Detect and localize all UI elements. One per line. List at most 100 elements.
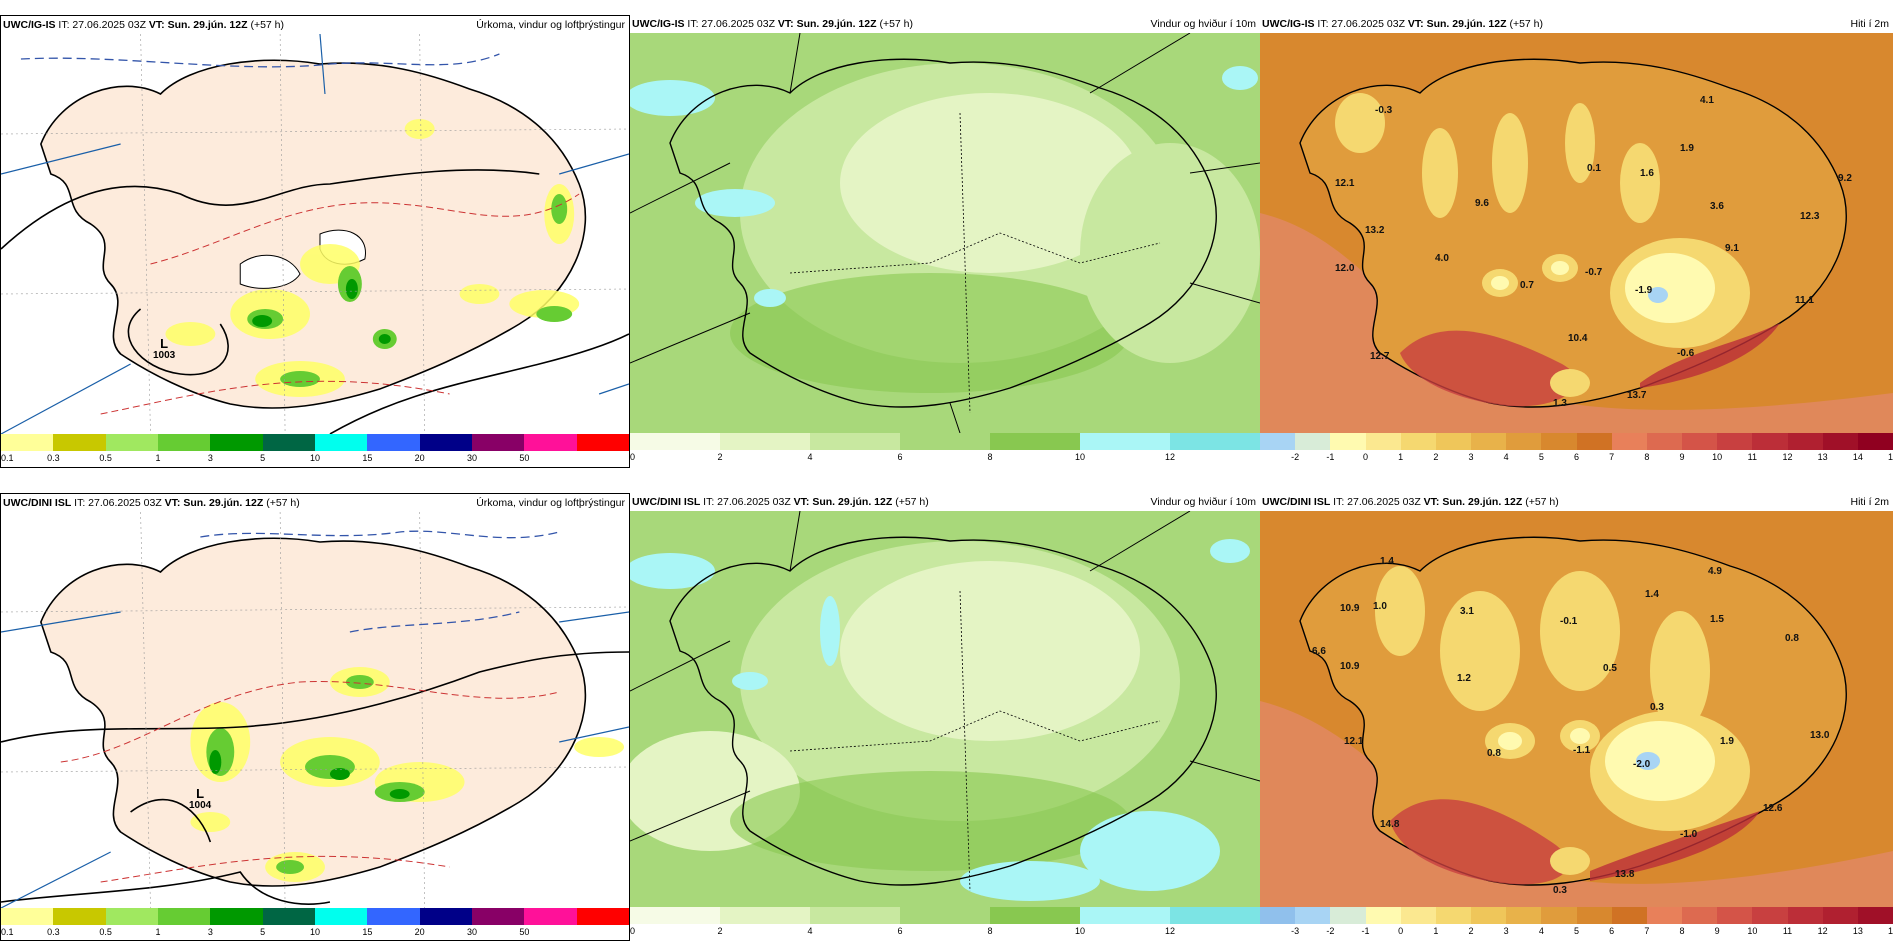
temp-map[interactable]: [1260, 33, 1893, 433]
colorbar-tick-label: 0.1: [1, 927, 14, 937]
wind-colorbar: [630, 907, 1260, 924]
temperature-value-label: 1.5: [1710, 614, 1724, 625]
colorbar-tick-label: 12: [1164, 926, 1176, 936]
colorbar-swatch: [1611, 433, 1647, 450]
colorbar-swatch: [1682, 907, 1718, 924]
colorbar-tick-label: 8: [987, 926, 993, 936]
colorbar-swatch: [576, 434, 629, 451]
init-time: IT: 27.06.2025 03Z: [687, 18, 775, 30]
colorbar-swatch: [262, 434, 315, 451]
colorbar-swatch: [1822, 433, 1858, 450]
valid-time: Sun. 29.jún. 12Z: [1442, 496, 1523, 508]
temperature-value-label: -0.1: [1560, 616, 1578, 627]
colorbar-swatch: [1, 434, 54, 451]
precip-colorbar-ticks: 0.1 0.3 0.5 1 3 5 10 15 20 30 50: [1, 925, 629, 939]
colorbar-swatch: [1752, 433, 1788, 450]
colorbar-swatch: [157, 908, 211, 925]
init-time: IT: 27.06.2025 03Z: [58, 19, 146, 31]
temperature-value-label: 4.9: [1708, 566, 1722, 577]
colorbar-tick-label: 11: [1747, 452, 1757, 462]
colorbar-tick-label: 15: [362, 453, 373, 463]
temperature-value-label: 12.7: [1370, 351, 1390, 362]
colorbar-swatch: [1330, 907, 1366, 924]
colorbar-swatch: [1365, 433, 1401, 450]
colorbar-tick-label: 5: [1538, 452, 1544, 462]
temperature-value-label: 1.4: [1380, 556, 1394, 567]
colorbar-swatch: [1822, 907, 1858, 924]
temperature-value-label: 3.6: [1710, 201, 1724, 212]
precip-map-svg: [1, 512, 629, 908]
precip-map[interactable]: [1, 512, 629, 908]
wind-panel-dini: UWC/DINI ISL IT: 27.06.2025 03Z VT: Sun.…: [630, 493, 1260, 941]
temperature-value-label: -0.6: [1677, 348, 1695, 359]
colorbar-swatch: [471, 434, 525, 451]
colorbar-swatch: [367, 908, 420, 925]
wind-map[interactable]: [630, 511, 1260, 907]
colorbar-tick-label: 0.3: [47, 453, 60, 463]
colorbar-tick-label: 14: [1852, 452, 1863, 462]
colorbar-tick-label: 0: [630, 452, 636, 462]
temperature-value-label: 13.2: [1365, 225, 1385, 236]
model-name: UWC/IG-IS: [3, 19, 56, 31]
wind-colorbar-ticks: 0 2 4 6 8 10 12: [630, 450, 1260, 464]
panel-title: Hiti í 2m: [1850, 496, 1889, 508]
colorbar-swatch: [1400, 907, 1436, 924]
colorbar-tick-label: 6: [1609, 926, 1615, 936]
colorbar-tick-label: 10: [1747, 926, 1758, 936]
temperature-value-label: 1.9: [1680, 143, 1694, 154]
panel-header: UWC/IG-IS IT: 27.06.2025 03Z VT: Sun. 29…: [630, 15, 1260, 33]
colorbar-tick-label: 13: [1852, 926, 1863, 936]
colorbar-tick-label: 10: [309, 927, 321, 937]
colorbar-swatch: [1682, 433, 1718, 450]
colorbar-tick-label: 20: [414, 927, 425, 937]
colorbar-swatch: [1576, 433, 1612, 450]
model-name: UWC/DINI ISL: [1262, 496, 1331, 508]
init-time: IT: 27.06.2025 03Z: [1317, 18, 1405, 30]
colorbar-tick-label: -1: [1326, 452, 1335, 462]
colorbar-swatch: [1260, 907, 1296, 924]
lead-time: (+57 h): [250, 19, 285, 31]
valid-time: Sun. 29.jún. 12Z: [812, 496, 893, 508]
temperature-value-label: 14.8: [1380, 819, 1400, 830]
colorbar-swatch: [1576, 907, 1612, 924]
colorbar-swatch: [1506, 907, 1542, 924]
colorbar-tick-label: 5: [260, 453, 266, 463]
temperature-value-label: 12.1: [1344, 736, 1364, 747]
colorbar-tick-label: 3: [207, 927, 213, 937]
valid-time: Sun. 29.jún. 12Z: [183, 497, 264, 509]
init-time: IT: 27.06.2025 03Z: [703, 496, 791, 508]
temperature-value-label: 0.5: [1603, 663, 1617, 674]
model-name: UWC/IG-IS: [1262, 18, 1315, 30]
panel-title: Vindur og hviður í 10m: [1150, 496, 1256, 508]
colorbar-tick-label: 11: [1782, 926, 1793, 936]
colorbar-swatch: [210, 434, 263, 451]
panel-header: UWC/DINI ISL IT: 27.06.2025 03Z VT: Sun.…: [1, 494, 629, 512]
colorbar-swatch: [314, 908, 368, 925]
precip-map[interactable]: [1, 34, 629, 434]
colorbar-swatch: [1506, 433, 1542, 450]
lead-time: (+57 h): [1509, 18, 1544, 30]
wind-map[interactable]: [630, 33, 1260, 433]
temperature-value-label: 1.4: [1645, 589, 1659, 600]
colorbar-tick-label: 3: [1468, 452, 1474, 462]
temperature-value-label: 10.4: [1568, 333, 1588, 344]
colorbar-tick-label: 0: [1398, 926, 1404, 936]
panel-title: Vindur og hviður í 10m: [1150, 18, 1256, 30]
temperature-value-label: -1.1: [1573, 745, 1591, 756]
colorbar-swatch: [1080, 433, 1170, 450]
colorbar-tick-label: 2: [1468, 926, 1474, 936]
low-pressure-value: 1003: [153, 350, 176, 361]
temperature-value-label: 12.0: [1335, 263, 1355, 274]
colorbar-tick-label: 15: [362, 927, 373, 937]
colorbar-tick-label: 1: [1433, 926, 1439, 936]
colorbar-swatch: [990, 433, 1080, 450]
colorbar-tick-label: 0: [630, 926, 636, 936]
colorbar-swatch: [1295, 907, 1331, 924]
temperature-value-label: 0.8: [1785, 633, 1799, 644]
temp-colorbar-ticks: -2-1012345678910111213141516: [1260, 450, 1893, 464]
colorbar-tick-label: 6: [897, 926, 903, 936]
colorbar-tick-label: 8: [1679, 926, 1685, 936]
temp-colorbar: [1260, 907, 1893, 924]
temp-map[interactable]: [1260, 511, 1893, 907]
colorbar-swatch: [524, 908, 577, 925]
